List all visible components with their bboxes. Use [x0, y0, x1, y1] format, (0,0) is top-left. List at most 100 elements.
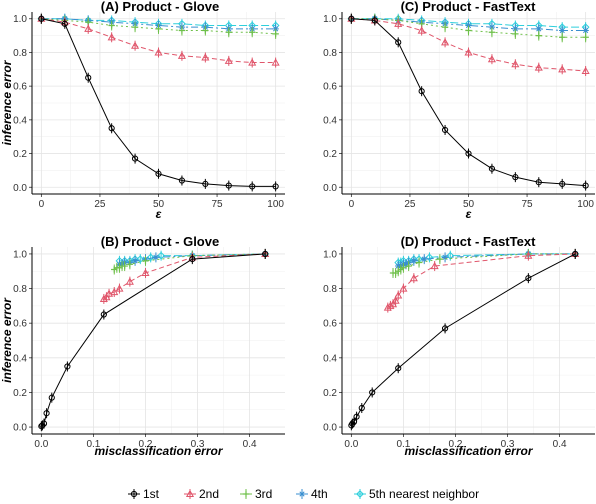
data-point	[262, 250, 269, 258]
data-point	[395, 365, 402, 372]
series-line	[398, 253, 576, 264]
chart-panel: 0.0 0.1 0.2 0.3 0.4 0.0 0.2 0.4 0.6 0.8 1.0 (D) Pro…	[323, 234, 595, 458]
x-tick-label: 0.1	[396, 439, 410, 450]
data-point	[202, 27, 209, 34]
panel-title: (C) Product - FastText	[401, 0, 536, 14]
legend-item: 5th nearest neighbor	[354, 487, 479, 501]
legend-label: 4th	[311, 487, 328, 501]
data-point	[534, 63, 543, 71]
panel-title: (A) Product - Glove	[101, 0, 219, 14]
data-point	[488, 29, 496, 36]
series-1	[38, 13, 279, 192]
x-tick-label: 75	[212, 199, 224, 210]
x-axis-label: ε	[156, 207, 162, 221]
data-point	[108, 125, 115, 132]
data-point	[272, 30, 279, 38]
x-tick-label: 0.4	[553, 439, 567, 450]
x-tick-label: 0	[39, 199, 45, 210]
data-point	[421, 255, 428, 263]
y-tick-label: 0.6	[323, 82, 337, 93]
data-point	[272, 25, 279, 33]
series-line	[351, 18, 586, 32]
data-point	[441, 254, 449, 261]
data-point	[441, 23, 449, 31]
data-point	[100, 311, 107, 318]
data-point	[225, 182, 232, 189]
data-point	[388, 299, 398, 308]
data-point	[511, 60, 520, 68]
data-point	[141, 268, 150, 277]
data-point	[108, 22, 115, 29]
x-tick-label: 0	[349, 199, 355, 210]
data-point	[157, 251, 166, 260]
y-tick-label: 0.4	[323, 115, 337, 126]
data-point	[415, 259, 423, 266]
panel-title: (B) Product - Glove	[101, 234, 219, 249]
data-point	[348, 15, 355, 22]
x-tick-label: 0.0	[344, 439, 358, 450]
data-point	[535, 179, 542, 186]
data-point	[430, 261, 439, 270]
data-point	[271, 58, 280, 66]
data-point	[38, 15, 45, 22]
data-point	[146, 253, 155, 262]
data-point	[61, 20, 68, 27]
data-point	[402, 261, 410, 268]
data-point	[104, 289, 114, 297]
data-point	[512, 174, 519, 181]
data-point	[131, 155, 139, 162]
x-tick-label: 0.3	[191, 439, 205, 450]
data-point	[436, 255, 444, 263]
data-point	[441, 126, 449, 134]
y-tick-label: 0.6	[323, 319, 337, 330]
data-point	[155, 170, 162, 177]
x-tick-label: 0.3	[501, 439, 515, 450]
data-point	[189, 256, 196, 263]
data-point	[512, 25, 519, 33]
data-point	[121, 262, 128, 270]
y-axis-label: inference error	[0, 297, 14, 383]
series-line	[350, 253, 576, 426]
y-tick-label: 1.0	[323, 249, 337, 260]
x-tick-label: 25	[404, 199, 416, 210]
panel-title: (D) Product - FastText	[401, 234, 536, 249]
x-tick-label: 100	[267, 199, 284, 210]
x-tick-label: 0.0	[34, 439, 48, 450]
legend-key-marker	[130, 490, 138, 498]
y-tick-label: 0.4	[13, 353, 27, 364]
y-tick-label: 0.4	[13, 115, 27, 126]
x-tick-label: 50	[153, 199, 165, 210]
legend-key-marker	[356, 490, 364, 498]
data-point	[249, 183, 256, 190]
y-tick-label: 0.8	[323, 48, 337, 59]
data-point	[131, 23, 139, 31]
x-axis-label: ε	[466, 207, 472, 221]
data-point	[358, 404, 365, 412]
data-point	[582, 34, 589, 41]
y-tick-label: 0.2	[323, 388, 337, 399]
y-tick-label: 0.8	[13, 284, 27, 295]
legend-label: 1st	[143, 487, 160, 501]
data-point	[349, 420, 356, 427]
series-2	[99, 248, 270, 304]
data-point	[558, 65, 567, 73]
data-point	[64, 363, 71, 370]
data-point	[487, 54, 496, 63]
data-point	[84, 24, 93, 32]
data-point	[405, 262, 412, 270]
data-point	[40, 420, 48, 427]
y-tick-label: 0.0	[323, 183, 337, 194]
data-point	[107, 33, 116, 41]
series-line	[41, 18, 276, 35]
data-point	[417, 26, 426, 34]
data-point	[399, 284, 408, 292]
data-point	[115, 284, 124, 292]
data-point	[582, 182, 589, 189]
y-tick-label: 0.8	[13, 48, 27, 59]
y-tick-label: 1.0	[13, 249, 27, 260]
y-tick-label: 0.0	[13, 423, 27, 434]
y-tick-label: 1.0	[13, 14, 27, 25]
data-point	[224, 56, 233, 64]
legend: 1st 2nd 3rd 4th 5th nearest neighbor	[128, 487, 479, 501]
